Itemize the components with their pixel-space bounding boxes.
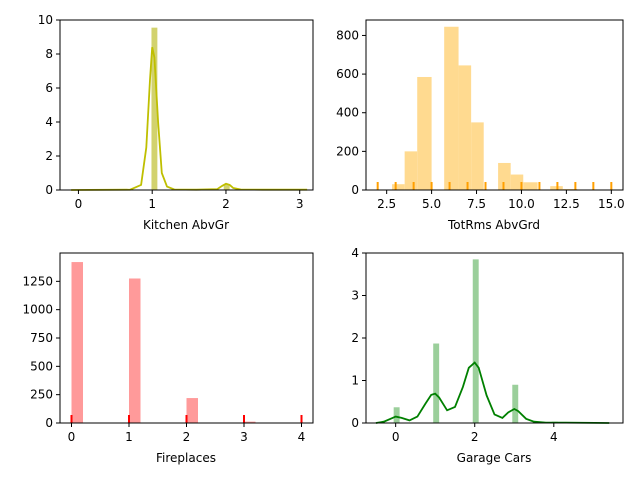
y-tick-label: 1250 bbox=[22, 274, 53, 288]
histogram-bar bbox=[433, 344, 439, 423]
x-tick-label: 2 bbox=[222, 197, 230, 211]
y-tick-label: 6 bbox=[45, 81, 53, 95]
y-tick-label: 500 bbox=[30, 359, 53, 373]
y-tick-label: 400 bbox=[336, 106, 359, 120]
y-tick-label: 800 bbox=[336, 28, 359, 42]
histogram-bar bbox=[417, 77, 431, 190]
y-tick-label: 4 bbox=[45, 115, 53, 129]
y-tick-label: 4 bbox=[351, 246, 359, 260]
x-tick-label: 2 bbox=[183, 430, 191, 444]
x-tick-label: 10.0 bbox=[508, 197, 535, 211]
x-tick-label: 3 bbox=[240, 430, 248, 444]
histogram-bar bbox=[471, 122, 484, 190]
x-tick-label: 1 bbox=[148, 197, 156, 211]
y-tick-label: 0 bbox=[351, 416, 359, 430]
histogram-bar bbox=[444, 27, 458, 190]
x-tick-label: 12.5 bbox=[553, 197, 580, 211]
y-tick-label: 250 bbox=[30, 388, 53, 402]
y-tick-label: 750 bbox=[30, 331, 53, 345]
y-tick-label: 2 bbox=[351, 331, 359, 345]
x-axis-label: Fireplaces bbox=[156, 451, 216, 465]
y-tick-label: 600 bbox=[336, 67, 359, 81]
x-tick-label: 4 bbox=[550, 430, 558, 444]
x-tick-label: 0 bbox=[392, 430, 400, 444]
y-tick-label: 3 bbox=[351, 289, 359, 303]
x-axis-label: TotRms AbvGrd bbox=[447, 218, 540, 232]
histogram-bar bbox=[392, 184, 405, 190]
histogram-bar bbox=[473, 259, 479, 423]
y-tick-label: 10 bbox=[38, 13, 53, 27]
x-axis-label: Garage Cars bbox=[457, 451, 532, 465]
x-tick-label: 5.0 bbox=[422, 197, 441, 211]
x-tick-label: 0 bbox=[68, 430, 76, 444]
y-tick-label: 0 bbox=[351, 183, 359, 197]
x-tick-label: 0 bbox=[75, 197, 83, 211]
y-tick-label: 1000 bbox=[22, 303, 53, 317]
y-tick-label: 0 bbox=[45, 183, 53, 197]
x-tick-label: 2 bbox=[471, 430, 479, 444]
x-axis-label: Kitchen AbvGr bbox=[143, 218, 229, 232]
x-tick-label: 3 bbox=[296, 197, 304, 211]
histogram-bar bbox=[394, 407, 400, 423]
x-tick-label: 4 bbox=[298, 430, 306, 444]
histogram-bar bbox=[459, 65, 472, 190]
y-tick-label: 8 bbox=[45, 47, 53, 61]
histogram-bar bbox=[512, 385, 518, 423]
histogram-bar bbox=[129, 279, 141, 424]
y-tick-label: 1 bbox=[351, 374, 359, 388]
x-tick-label: 15.0 bbox=[598, 197, 625, 211]
y-tick-label: 0 bbox=[45, 416, 53, 430]
x-tick-label: 1 bbox=[125, 430, 133, 444]
histogram-bar bbox=[405, 151, 418, 190]
histogram-bar bbox=[72, 262, 84, 423]
x-tick-label: 7.5 bbox=[467, 197, 486, 211]
x-tick-label: 2.5 bbox=[377, 197, 396, 211]
histogram-bar bbox=[523, 182, 537, 190]
y-tick-label: 200 bbox=[336, 144, 359, 158]
y-tick-label: 2 bbox=[45, 149, 53, 163]
histogram-bar bbox=[187, 398, 199, 423]
